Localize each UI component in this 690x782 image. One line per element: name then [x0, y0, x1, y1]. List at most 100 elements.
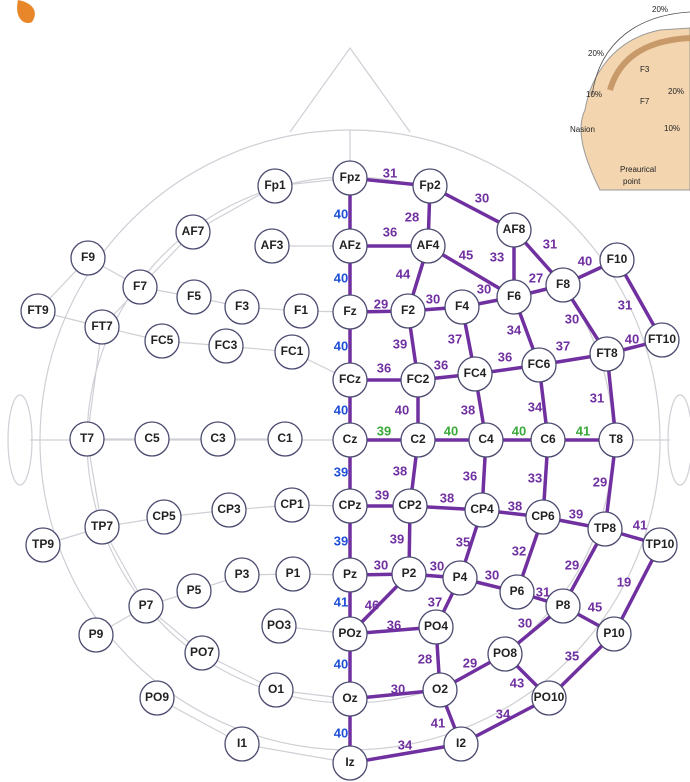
edge-label: 37: [556, 338, 570, 353]
inset-text: F3: [640, 65, 650, 74]
electrode-label: F4: [455, 299, 469, 313]
electrode: [392, 488, 428, 524]
electrode-label: FC6: [528, 357, 551, 371]
edge-label: 38: [461, 402, 475, 417]
electrode-label: C4: [478, 432, 494, 446]
edge-label: 40: [625, 331, 639, 346]
electrode-label: I1: [237, 736, 247, 750]
edge-label: 38: [440, 490, 454, 505]
electrode: [258, 672, 294, 708]
edge-label: 31: [536, 584, 550, 599]
electrode-label: Fp1: [264, 178, 286, 192]
electrode: [442, 560, 478, 596]
inset-text: 20%: [668, 87, 684, 96]
electrode-label: CPz: [339, 498, 362, 512]
edge-label: 40: [334, 270, 348, 285]
electrode-label: AF7: [182, 224, 205, 238]
electrode-label: C3: [210, 431, 226, 445]
electrode: [70, 240, 106, 276]
electrode-label: F10: [607, 252, 628, 266]
edge-label: 40: [334, 725, 348, 740]
electrode-label: TP8: [594, 521, 616, 535]
electrode-label: Iz: [345, 755, 354, 769]
edge-label: 30: [477, 281, 491, 296]
electrode-label: CP5: [152, 509, 176, 523]
edge-label: 35: [456, 534, 470, 549]
electrode-label: Fp2: [419, 178, 441, 192]
electrode-label: F8: [556, 277, 570, 291]
electrode-label: FT9: [27, 303, 49, 317]
electrode: [499, 574, 535, 610]
electrode-label: AF4: [417, 238, 440, 252]
inset-text: 10%: [664, 124, 680, 133]
electrode-label: CP6: [531, 509, 555, 523]
electrode: [254, 228, 290, 264]
electrode: [283, 293, 319, 329]
electrode-label: T8: [609, 432, 623, 446]
electrode: [332, 557, 368, 593]
electrode: [418, 609, 454, 645]
edge-label: 39: [377, 423, 391, 438]
edge-label: 36: [387, 617, 401, 632]
electrode-label: TP9: [32, 537, 54, 551]
edge-label: 40: [578, 253, 592, 268]
electrode-label: P6: [510, 584, 525, 598]
inset-text: Nasion: [570, 125, 595, 134]
electrode-label: F3: [235, 299, 249, 313]
electrode: [211, 492, 247, 528]
nodes: Fp1 AF7 AF3 F9 F7 F5 F3 F1 FT9 FT7 FC5 FC3 FC1 T7 C5 C3…: [20, 160, 680, 781]
electrode-label: PO8: [493, 646, 517, 660]
electrode: [84, 309, 120, 345]
electrode-label: Oz: [342, 691, 357, 705]
electrode-label: FT7: [91, 319, 113, 333]
electrode: [146, 499, 182, 535]
electrode: [589, 336, 625, 372]
electrode-label: FC5: [151, 333, 174, 347]
electrode: [332, 362, 368, 398]
electrode: [128, 588, 164, 624]
electrode-label: POz: [338, 626, 361, 640]
electrode-label: AF3: [261, 238, 284, 252]
edge-label: 29: [374, 296, 388, 311]
edge-label: 39: [393, 336, 407, 351]
edge-label: 40: [334, 402, 348, 417]
electrode: [175, 214, 211, 250]
electrode: [20, 293, 56, 329]
electrode: [487, 636, 523, 672]
electrode-label: Cz: [343, 432, 358, 446]
electrode-label: P2: [402, 566, 417, 580]
edge-label: 29: [463, 655, 477, 670]
electrode: [332, 422, 368, 458]
electrode: [332, 228, 368, 264]
electrode-label: C1: [277, 431, 293, 445]
electrode: [208, 328, 244, 364]
edge-label: 36: [377, 360, 391, 375]
electrode-label: TP10: [646, 537, 675, 551]
electrode: [545, 267, 581, 303]
edge-label: 40: [334, 206, 348, 221]
electrode-label: I2: [456, 736, 466, 750]
electrode: [274, 334, 310, 370]
electrode-label: F1: [294, 303, 308, 317]
edge-label: 32: [512, 543, 526, 558]
electrode-label: PO3: [267, 618, 291, 632]
edge-label: 28: [405, 209, 419, 224]
edge-label: 40: [334, 656, 348, 671]
edge-label: 30: [430, 558, 444, 573]
electrode: [257, 168, 293, 204]
edge-label: 45: [588, 599, 602, 614]
electrode: [144, 323, 180, 359]
electrode: [122, 269, 158, 305]
electrode: [84, 509, 120, 545]
electrode-label: PO7: [190, 645, 214, 659]
edge-label: 30: [475, 190, 489, 205]
electrode-label: FCz: [339, 372, 361, 386]
electrode-label: P3: [235, 567, 250, 581]
edge-label: 34: [496, 706, 511, 721]
electrode: [496, 212, 532, 248]
edge-label: 30: [426, 291, 440, 306]
edge-label: 39: [375, 487, 389, 502]
electrode: [531, 680, 567, 716]
edge-label: 36: [434, 357, 448, 372]
